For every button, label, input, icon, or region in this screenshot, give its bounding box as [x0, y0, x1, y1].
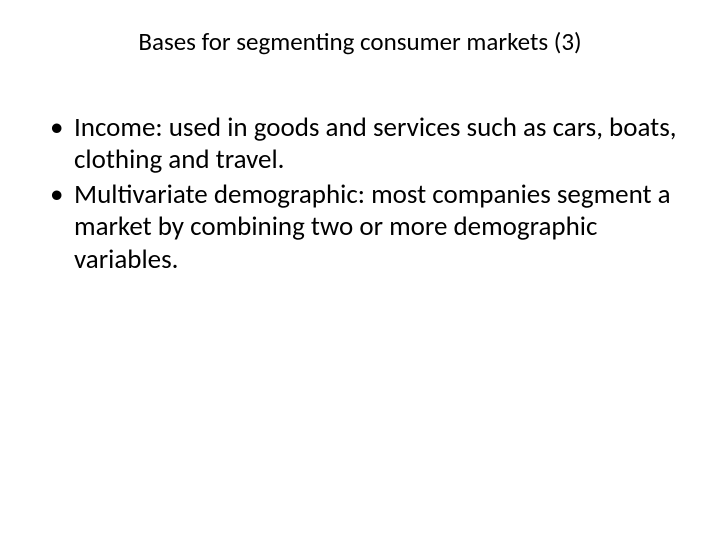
bullet-list: Income: used in goods and services such … — [46, 112, 680, 276]
slide-title: Bases for segmenting consumer markets (3… — [0, 26, 720, 57]
bullet-item: Income: used in goods and services such … — [46, 112, 680, 177]
slide: Bases for segmenting consumer markets (3… — [0, 0, 720, 540]
bullet-item: Multivariate demographic: most companies… — [46, 179, 680, 276]
slide-body: Income: used in goods and services such … — [46, 112, 680, 278]
